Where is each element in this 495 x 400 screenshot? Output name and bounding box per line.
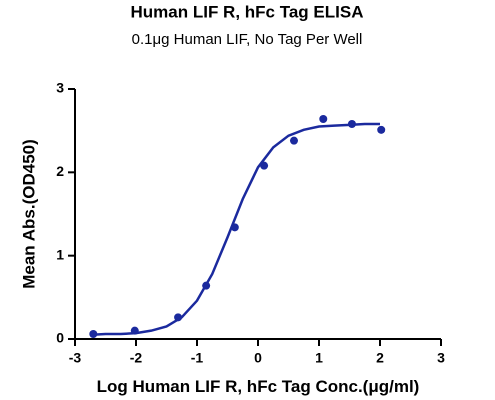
- x-tick-label: -1: [191, 350, 204, 366]
- y-tick-label: 1: [56, 246, 64, 262]
- x-tick-label: 0: [254, 350, 262, 366]
- x-tick-label: 1: [315, 350, 323, 366]
- x-axis-label: Log Human LIF R, hFc Tag Conc.(μg/ml): [97, 377, 420, 396]
- chart-title: Human LIF R, hFc Tag ELISA: [131, 2, 364, 21]
- x-tick-label: 2: [376, 350, 384, 366]
- x-tick-label: 3: [437, 350, 445, 366]
- y-tick-label: 2: [56, 163, 64, 179]
- data-point: [289, 136, 298, 145]
- y-axis-label: Mean Abs.(OD450): [19, 139, 38, 289]
- data-point: [377, 125, 386, 134]
- chart-subtitle: 0.1μg Human LIF, No Tag Per Well: [132, 31, 363, 48]
- y-tick-label: 0: [56, 330, 64, 346]
- fit-curve: [90, 122, 380, 337]
- x-tick-label: -2: [130, 350, 143, 366]
- y-tick-label: 3: [56, 80, 64, 96]
- data-point: [319, 115, 328, 123]
- x-tick-label: -3: [69, 350, 82, 366]
